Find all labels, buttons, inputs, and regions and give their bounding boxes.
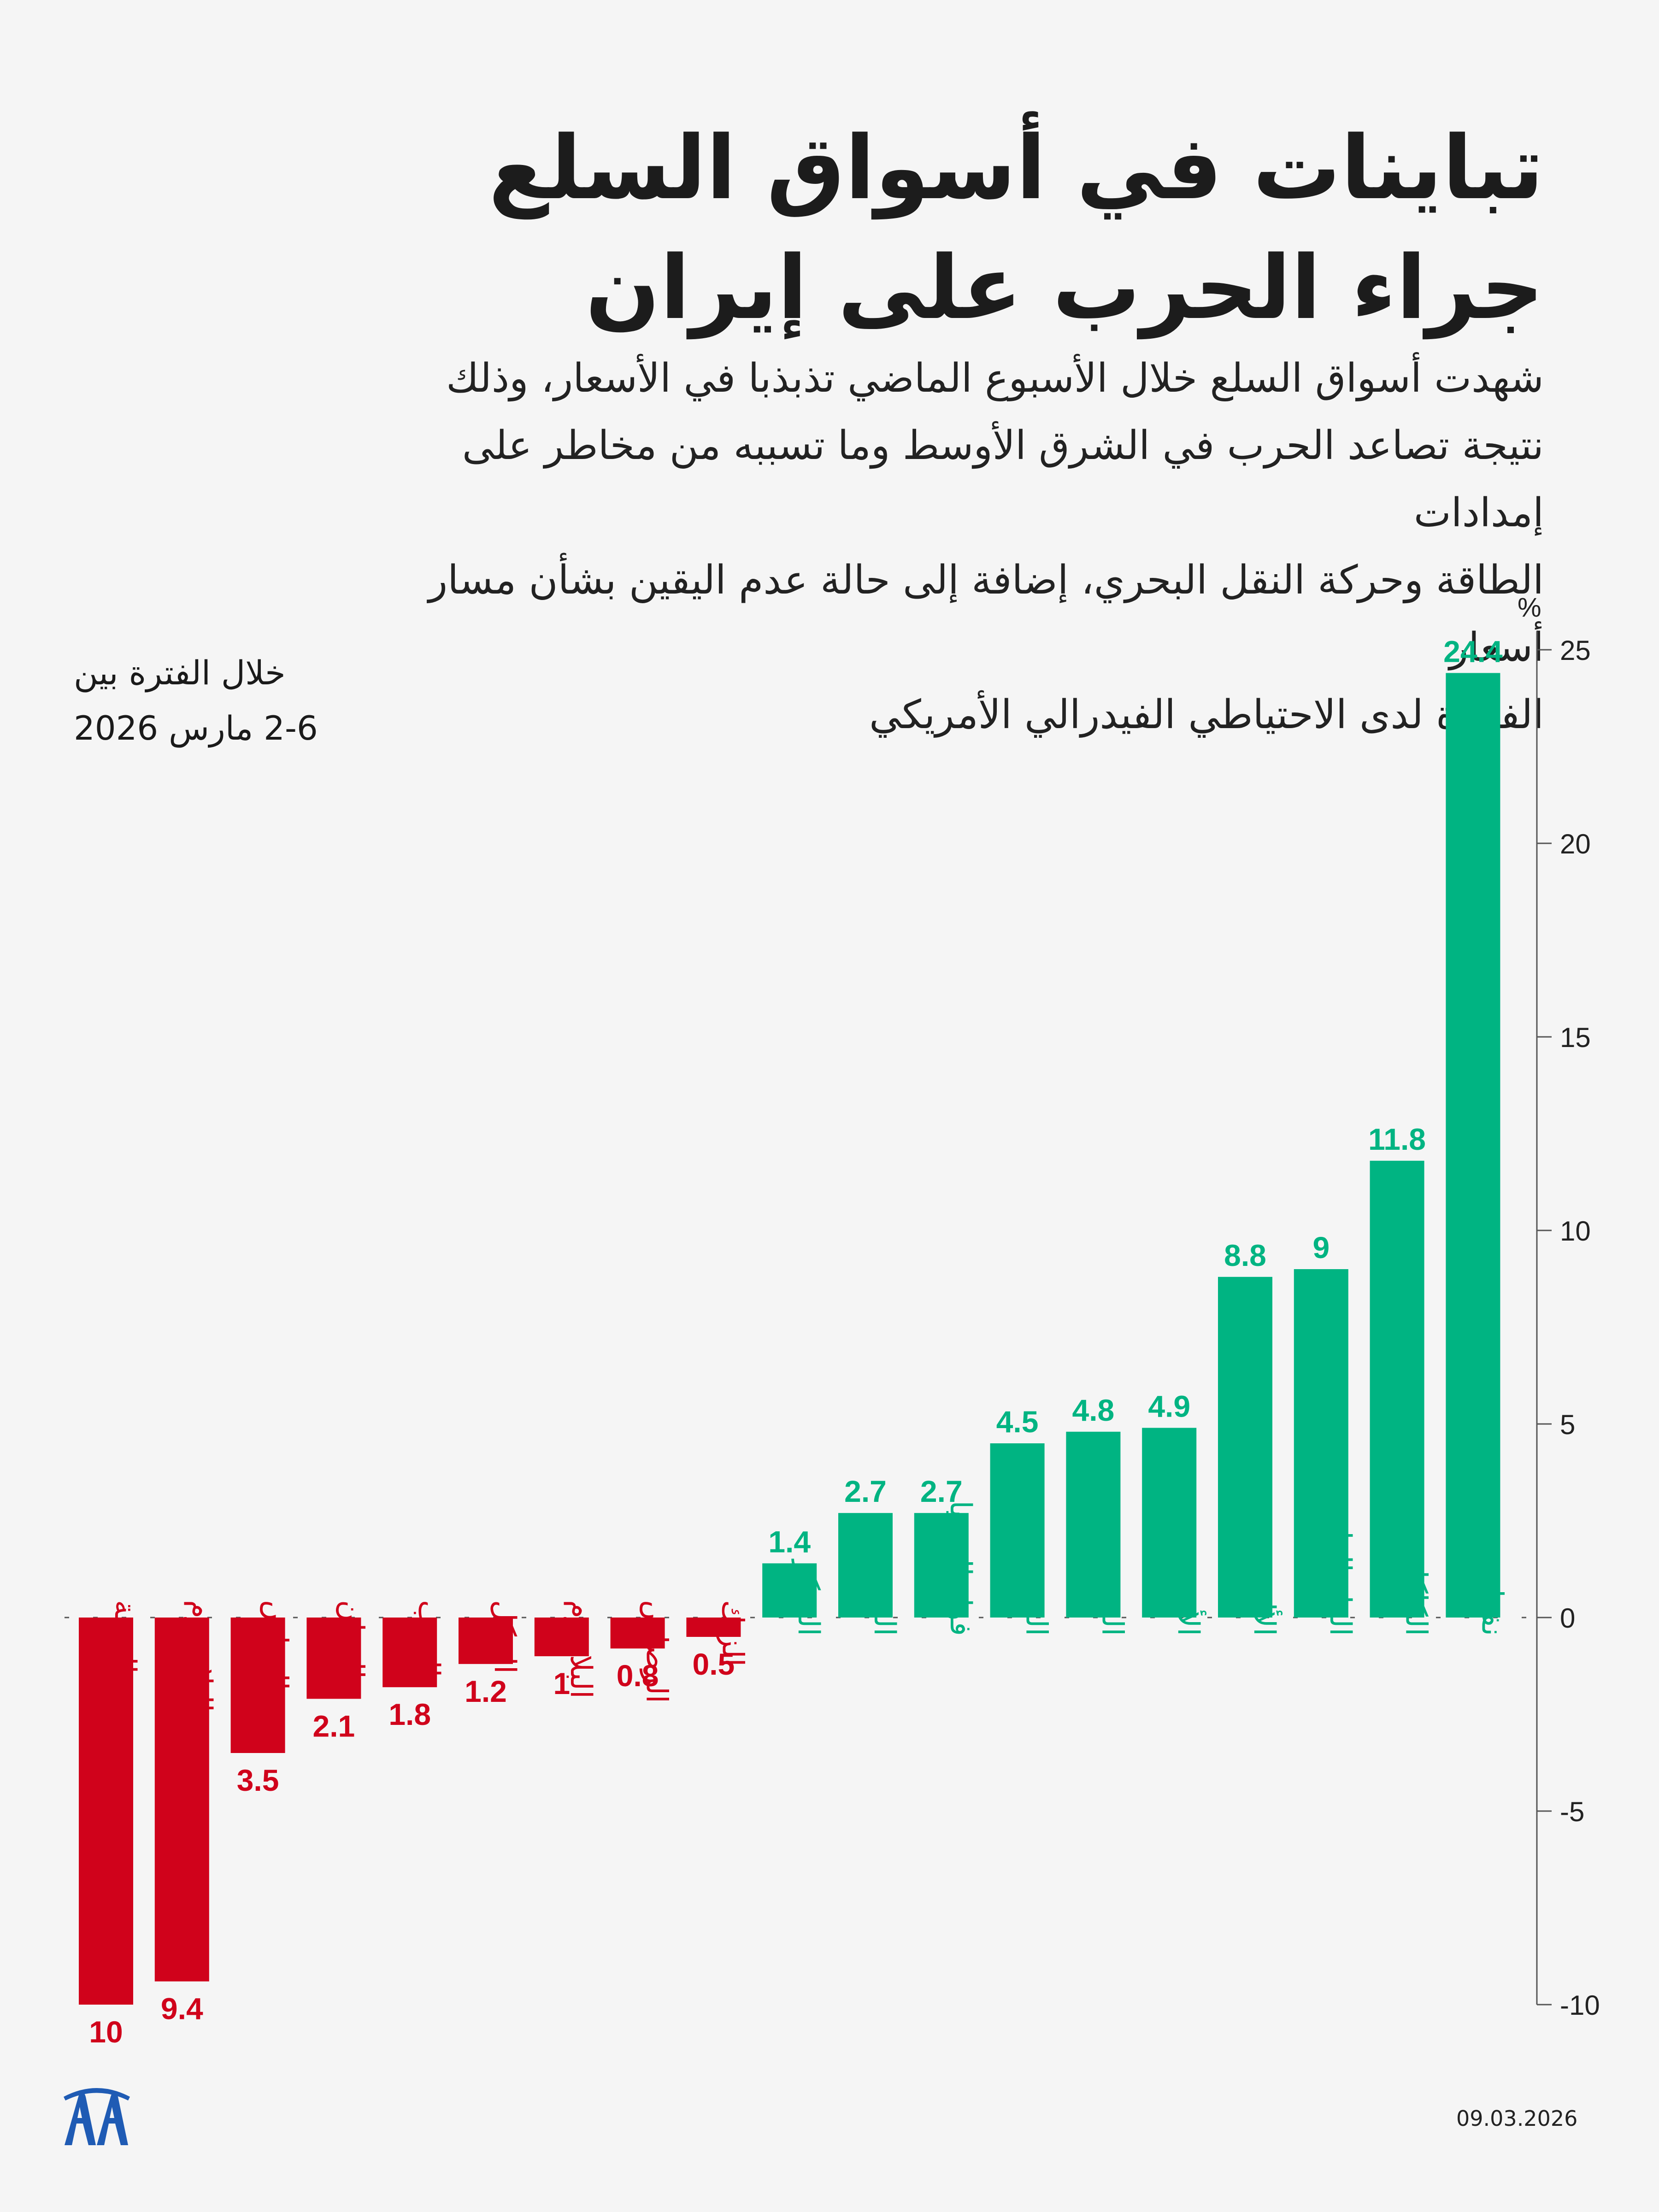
y-tick-label: 10 xyxy=(1560,1216,1591,1247)
bar xyxy=(382,1618,437,1688)
category-label: الأرز xyxy=(1171,1581,1207,1636)
category-label: الزنك xyxy=(715,1600,749,1666)
subtitle-line-2: نتيجة تصاعد الحرب في الشرق الأوسط وما تس… xyxy=(462,423,1544,536)
value-labels-group: 10 9.4 3.5 2.1 1.8 1.2 1 0.8 0.5 1.4 2.7 2.7 4.5 4.8 4… xyxy=(89,634,1503,2049)
data-label: 11.8 xyxy=(1368,1122,1426,1156)
category-label: النحاس xyxy=(260,1600,294,1690)
category-label: الذرة xyxy=(867,1574,901,1636)
bar xyxy=(838,1513,893,1618)
title-line-1: تباينات في أسواق السلع xyxy=(488,117,1544,219)
period-note: خلال الفترة بين 2-6 مارس 2026 xyxy=(74,645,396,756)
data-label: 9 xyxy=(1312,1230,1330,1265)
category-label: النيكل xyxy=(488,1600,522,1674)
bar xyxy=(306,1618,361,1699)
data-label: 0.5 xyxy=(693,1647,735,1681)
data-label: 1.8 xyxy=(388,1697,431,1731)
category-label: الفضة xyxy=(108,1600,142,1673)
category-label: البلاتينيوم xyxy=(184,1600,218,1712)
bar xyxy=(1066,1431,1121,1618)
bar xyxy=(1446,673,1500,1618)
bar xyxy=(79,1618,133,2005)
bar xyxy=(914,1513,969,1618)
bar xyxy=(990,1443,1045,1618)
category-label: القطن xyxy=(335,1600,370,1679)
y-tick-label: 0 xyxy=(1560,1603,1575,1634)
aa-logo-icon xyxy=(64,2088,130,2145)
bar xyxy=(686,1618,741,1637)
period-line-2: 2-6 مارس 2026 xyxy=(74,709,318,747)
category-label: الغاز الطبيعي xyxy=(1323,1474,1357,1636)
bar xyxy=(154,1618,209,1982)
category-label: الذهب xyxy=(412,1600,446,1677)
bar xyxy=(1142,1428,1197,1618)
bar xyxy=(534,1618,589,1656)
y-tick-label: 5 xyxy=(1560,1409,1575,1440)
y-tick-label: 20 xyxy=(1560,829,1591,859)
bar xyxy=(762,1563,817,1618)
data-label: 8.8 xyxy=(1224,1238,1266,1272)
category-label: نفط برنت xyxy=(1475,1514,1509,1636)
category-label: الألمنيوم xyxy=(1247,1534,1283,1636)
data-label: 1.2 xyxy=(465,1674,507,1708)
data-label: 2.7 xyxy=(920,1474,963,1508)
bar xyxy=(1218,1277,1272,1618)
bar xyxy=(1370,1160,1424,1618)
category-label: السكر xyxy=(791,1559,825,1636)
category-label: فول الصويا xyxy=(943,1500,977,1636)
data-label: 24.4 xyxy=(1443,634,1503,668)
category-label: الرصاص xyxy=(640,1600,674,1703)
period-line-1: خلال الفترة بين xyxy=(74,653,286,692)
category-label: الكاكاو xyxy=(1399,1555,1433,1636)
subtitle: شهدت أسواق السلع خلال الأسبوع الماضي تذب… xyxy=(346,345,1544,748)
category-labels-group: الفضة البلاتينيوم النحاس القطن الذهب النيكل ال… xyxy=(108,1474,1509,1712)
y-tick-label: -5 xyxy=(1560,1796,1584,1827)
page-title: تباينات في أسواق السلع جراء الحرب على إي… xyxy=(207,108,1544,348)
data-label: 4.9 xyxy=(1148,1389,1190,1423)
publish-date: 09.03.2026 xyxy=(1456,2106,1578,2131)
category-label: البلاديوم xyxy=(564,1600,598,1699)
data-label: 1 xyxy=(553,1666,570,1700)
data-label: 1.4 xyxy=(768,1524,811,1559)
y-axis-unit-label: % xyxy=(1518,593,1541,623)
data-label: 4.5 xyxy=(996,1405,1039,1439)
subtitle-line-4: الفائدة لدى الاحتياطي الفيدرالي الأمريكي xyxy=(869,692,1544,738)
data-label: 0.8 xyxy=(617,1659,659,1693)
y-tick-label: -10 xyxy=(1560,1990,1600,2021)
title-line-2: جراء الحرب على إيران xyxy=(585,237,1544,339)
subtitle-line-3: الطاقة وحركة النقل البحري، إضافة إلى حال… xyxy=(428,557,1544,671)
category-label: القهوة xyxy=(1095,1559,1129,1636)
bar xyxy=(1294,1269,1348,1618)
data-label: 3.5 xyxy=(237,1763,279,1797)
y-tick-label: 25 xyxy=(1560,635,1591,666)
bar xyxy=(230,1618,285,1753)
y-axis-ticks: -10 -5 0 5 10 15 20 25 xyxy=(1537,635,1600,2021)
data-label: 4.8 xyxy=(1072,1393,1115,1427)
bar xyxy=(459,1618,513,1664)
data-label: 2.7 xyxy=(844,1474,887,1508)
data-label: 2.1 xyxy=(313,1709,355,1743)
y-tick-label: 15 xyxy=(1560,1022,1591,1053)
data-label: 10 xyxy=(89,2015,123,2049)
bar xyxy=(610,1618,665,1649)
category-label: القمح xyxy=(1019,1568,1053,1636)
bars-group xyxy=(79,673,1500,2005)
subtitle-line-1: شهدت أسواق السلع خلال الأسبوع الماضي تذب… xyxy=(446,355,1544,401)
data-label: 9.4 xyxy=(161,1992,203,2026)
